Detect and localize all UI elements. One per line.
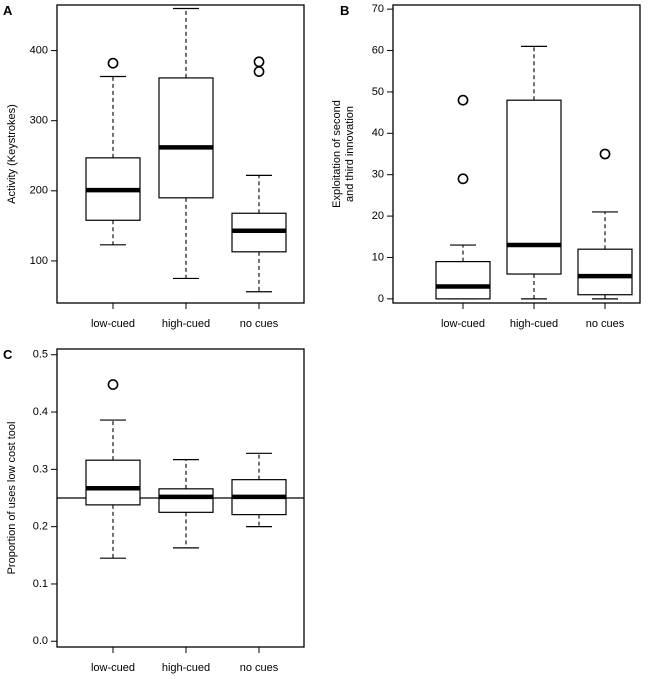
y-axis-title: Exploitation of secondand third innovati… [331,100,356,208]
plot-frame [56,348,305,648]
plot-frame [56,4,305,304]
outlier-point [457,173,469,185]
y-tick-label: 30 [372,169,384,181]
y-axis-title-line: and third innovation [344,106,356,202]
plot-frame [392,4,641,304]
outlier-point [253,56,265,68]
panel-label: B [340,3,349,18]
y-tick-label: 40 [372,127,384,139]
iqr-box [506,99,562,275]
y-tick-label: 0.2 [33,521,48,533]
panel-c: C 0.0 0.1 0.2 0.3 0.4 0.5 Proportion of uses lo… [3,347,305,674]
y-tick-label: 200 [30,185,48,197]
box-high-cued [158,459,214,549]
y-axis-title-line: Exploitation of second [331,100,343,208]
box-no-cues [577,148,633,300]
box-no-cues [231,452,287,528]
box-low-cued [435,94,491,300]
y-tick-label: 300 [30,115,48,127]
y-tick-label: 0.1 [33,578,48,590]
panel-b: B 0 10 20 30 40 50 60 70 Exploitation of secondan… [331,3,641,330]
panel-a: A 100 200 300 400 Activity (Keystrokes) low-cu… [3,3,305,330]
box-low-cued [85,57,141,246]
x-tick-label: no cues [240,662,279,674]
outlier-point [599,148,611,160]
outlier-point [107,57,119,69]
panel-label: A [3,3,13,18]
box-no-cues [231,56,287,293]
box-low-cued [85,379,141,559]
iqr-box [158,77,214,199]
iqr-box [577,248,633,296]
y-tick-label: 20 [372,210,384,222]
x-tick-label: low-cued [91,662,135,674]
box-high-cued [506,45,562,300]
y-tick-label: 10 [372,251,384,263]
y-tick-label: 100 [30,255,48,267]
y-tick-label: 400 [30,44,48,56]
outlier-point [457,94,469,106]
y-tick-label: 70 [372,3,384,15]
iqr-box [158,488,214,513]
y-tick-label: 0.5 [33,349,48,361]
box-high-cued [158,7,214,280]
panel-label: C [3,347,13,362]
y-tick-label: 0.0 [33,635,48,647]
y-tick-label: 60 [372,44,384,56]
x-tick-label: low-cued [441,318,485,330]
y-tick-label: 0.3 [33,463,48,475]
y-tick-label: 0 [378,293,384,305]
outlier-point [107,379,119,390]
y-tick-label: 50 [372,86,384,98]
iqr-box [435,261,491,300]
x-tick-label: low-cued [91,318,135,330]
iqr-box [85,459,141,506]
y-axis-title: Proportion of uses low cost tool [6,422,18,575]
x-tick-label: no cues [240,318,279,330]
x-tick-label: high-cued [510,318,558,330]
x-tick-label: no cues [586,318,625,330]
x-tick-label: high-cued [162,662,210,674]
y-axis-title: Activity (Keystrokes) [6,104,18,204]
outlier-point [253,66,265,78]
x-tick-label: high-cued [162,318,210,330]
y-tick-label: 0.4 [33,406,48,418]
